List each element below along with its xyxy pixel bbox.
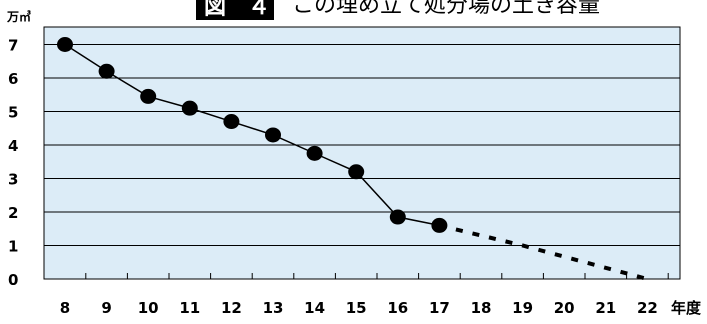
series-line bbox=[64, 43, 440, 227]
series-layer bbox=[57, 37, 648, 281]
y-tick-label: 1 bbox=[8, 238, 18, 256]
chart-title: この埋め立て処分場の土き容量 bbox=[292, 0, 600, 18]
y-axis-unit: 万㎥ bbox=[6, 9, 31, 24]
data-point bbox=[223, 114, 240, 130]
x-tick-label: 21 bbox=[595, 299, 616, 317]
x-tick-label: 17 bbox=[429, 299, 450, 317]
x-tick-label: 22 bbox=[637, 299, 658, 317]
x-tick-label: 18 bbox=[471, 299, 492, 317]
x-tick-label: 9 bbox=[101, 299, 111, 317]
x-tick-label: 10 bbox=[138, 299, 159, 317]
x-tick-label: 14 bbox=[304, 299, 325, 317]
data-point bbox=[57, 37, 73, 52]
figure-badge-box bbox=[196, 0, 274, 20]
x-tick-label: 15 bbox=[346, 299, 367, 317]
figure-badge: 図 ４ bbox=[204, 0, 270, 20]
plot-area bbox=[43, 26, 681, 280]
data-point bbox=[389, 209, 406, 225]
x-tick-label: 13 bbox=[263, 299, 284, 317]
data-point bbox=[348, 164, 365, 180]
y-tick-label: 0 bbox=[8, 271, 18, 289]
x-axis-ticks: 8 9 10 11 12 13 14 15 16 17 18 19 20 21 22 bbox=[60, 273, 669, 317]
projection-line bbox=[438, 223, 648, 281]
x-tick-label: 8 bbox=[60, 299, 70, 317]
data-point bbox=[98, 63, 115, 79]
y-tick-label: 4 bbox=[8, 137, 18, 155]
y-tick-label: 3 bbox=[8, 171, 18, 189]
x-tick-label: 11 bbox=[179, 299, 200, 317]
data-point bbox=[181, 100, 198, 116]
y-tick-label: 7 bbox=[8, 37, 18, 55]
x-axis-unit: 年度 bbox=[671, 299, 702, 317]
x-tick-label: 20 bbox=[554, 299, 575, 317]
y-axis-ticks: 0 1 2 3 4 5 6 7 bbox=[8, 37, 18, 290]
x-tick-label: 19 bbox=[512, 299, 533, 317]
x-tick-label: 12 bbox=[221, 299, 242, 317]
data-point bbox=[265, 127, 281, 143]
data-point bbox=[140, 88, 157, 104]
y-tick-label: 6 bbox=[8, 70, 18, 88]
data-point bbox=[306, 145, 323, 161]
y-tick-label: 2 bbox=[8, 204, 18, 222]
y-tick-label: 5 bbox=[8, 104, 18, 122]
chart-header: 図 ４ この埋め立て処分場の土き容量 bbox=[196, 0, 600, 20]
x-tick-label: 16 bbox=[387, 299, 408, 317]
